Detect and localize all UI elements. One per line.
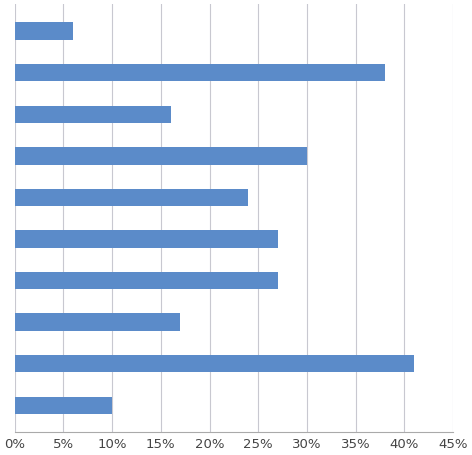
Bar xyxy=(15,189,248,206)
Bar xyxy=(15,22,73,40)
Bar xyxy=(15,272,278,289)
Bar xyxy=(15,64,385,81)
Bar xyxy=(15,397,112,414)
Bar xyxy=(15,313,180,331)
Bar xyxy=(15,355,414,373)
Bar xyxy=(15,147,307,165)
Bar xyxy=(15,106,170,123)
Bar xyxy=(15,230,278,248)
